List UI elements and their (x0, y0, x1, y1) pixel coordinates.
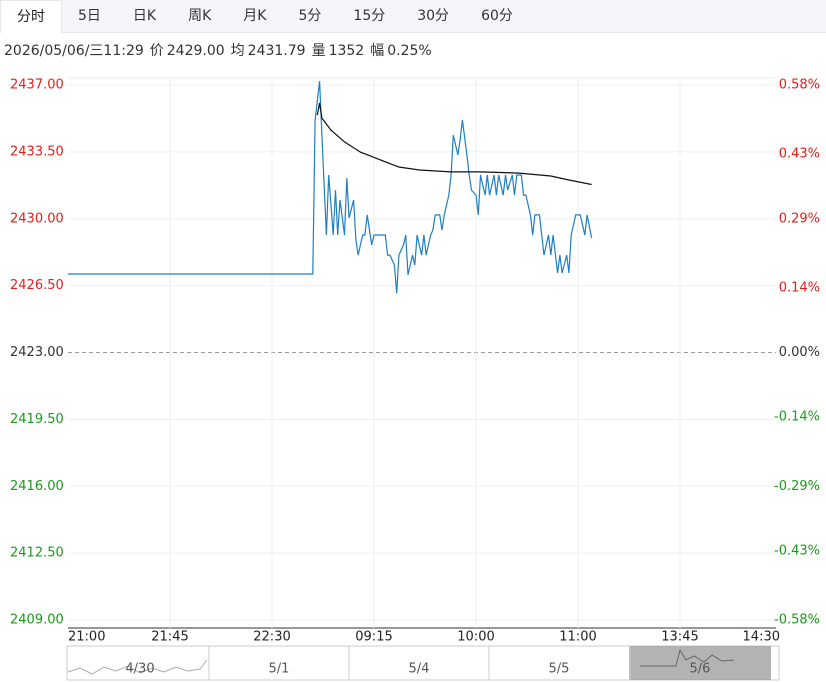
navigator-sparkline (640, 648, 735, 667)
info-time: 2026/05/06/三11:29 (4, 43, 144, 59)
info-value: 1352 (328, 43, 365, 59)
x-tick-label: 21:45 (151, 630, 188, 645)
y2-tick-label: -0.14% (774, 410, 820, 425)
info-value: 0.25% (387, 43, 432, 59)
info-value: 2429.00 (166, 43, 225, 59)
x-tick-label: 09:15 (355, 630, 392, 645)
x-tick-label: 13:45 (661, 630, 698, 645)
info-label: 均 (230, 43, 245, 59)
navigator-label: 5/6 (690, 662, 711, 677)
y-tick-label: 2409.00 (10, 613, 64, 628)
x-tick-label: 22:30 (253, 630, 290, 645)
y2-tick-label: 0.14% (779, 280, 820, 295)
info-label: 量 (311, 43, 326, 59)
y2-tick-label: -0.29% (774, 479, 820, 494)
info-label: 幅 (370, 43, 385, 59)
y-tick-label: 2433.50 (10, 144, 64, 159)
tab[interactable]: 月K (243, 8, 267, 24)
y2-tick-label: 0.00% (779, 345, 820, 360)
y-tick-label: 2426.50 (10, 278, 64, 293)
y-tick-label: 2423.00 (10, 345, 64, 360)
average-line (316, 102, 592, 186)
navigator-label: 4/30 (125, 662, 154, 677)
y2-tick-label: 0.58% (779, 78, 820, 93)
info-value: 2431.79 (247, 43, 306, 59)
tab[interactable]: 日K (132, 8, 157, 24)
price-line (68, 81, 593, 294)
tab[interactable]: 15分 (353, 8, 386, 24)
y-tick-label: 2419.50 (10, 412, 64, 427)
x-tick-label: 14:30 (743, 630, 780, 645)
x-tick-label: 11:00 (559, 630, 596, 645)
tab-bar: 分时 5日 日K 周K 月K 5分 15分 30分 60分 (0, 0, 826, 33)
navigator-window[interactable] (629, 646, 771, 680)
x-tick-label: 21:00 (68, 630, 105, 645)
navigator-label: 5/5 (549, 662, 570, 677)
tab[interactable]: 周K (188, 8, 212, 24)
info-label: 价 (149, 43, 164, 59)
y-tick-label: 2437.00 (10, 78, 64, 93)
y-tick-label: 2412.50 (10, 546, 64, 561)
y2-tick-label: -0.43% (774, 543, 820, 558)
navigator-label: 5/1 (269, 662, 290, 677)
y2-tick-label: -0.58% (774, 613, 820, 628)
y-tick-label: 2430.00 (10, 211, 64, 226)
tab[interactable]: 5分 (298, 8, 322, 24)
navigator-label: 5/4 (409, 662, 430, 677)
tab[interactable]: 5日 (78, 8, 101, 24)
tab[interactable]: 60分 (481, 8, 513, 24)
y2-tick-label: 0.29% (779, 211, 820, 226)
navigator-sparkline (67, 659, 208, 675)
tab[interactable]: 30分 (417, 8, 450, 24)
y2-tick-label: 0.43% (779, 147, 820, 162)
tab[interactable]: 分时 (0, 0, 62, 33)
y-tick-label: 2416.00 (10, 479, 64, 494)
info-line: 2026/05/06/三11:29 价 2429.00 均 2431.79 量 1352 幅 0… (4, 40, 438, 60)
x-tick-label: 10:00 (457, 630, 494, 645)
